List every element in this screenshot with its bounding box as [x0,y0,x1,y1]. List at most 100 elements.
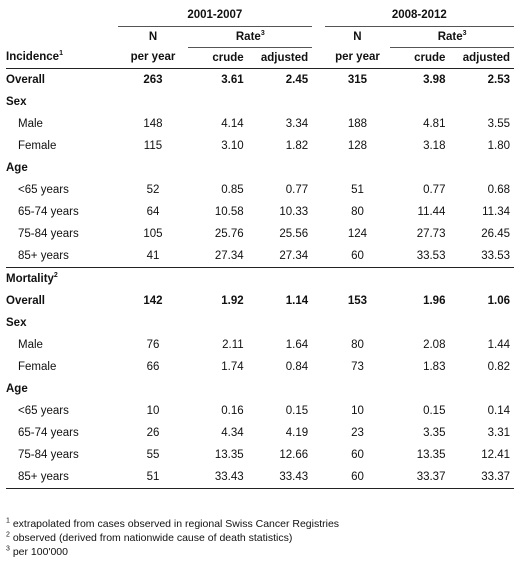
table-cell: 1.44 [487,338,510,351]
table-cell: 3.10 [221,139,244,152]
table-row: 85+ years 51 33.43 33.43 60 33.37 33.37 [6,465,514,489]
mortality-header-row: Mortality2 [6,266,514,290]
table-cell: 142 [143,294,163,307]
table-cell: 27.73 [416,227,446,240]
table-row: Male 148 4.14 3.34 188 4.81 3.55 [6,113,514,135]
table-cell: 11.44 [417,205,446,218]
table-cell: 4.34 [221,426,244,439]
table-cell: 25.76 [214,227,244,240]
crude-label-2: crude [390,47,450,69]
crude-label-1: crude [188,47,248,69]
table-cell: 148 [143,117,163,130]
table-cell: 3.34 [285,117,309,130]
incidence-overall-row: Overall 263 3.61 2.45 315 3.98 2.53 [6,68,514,91]
table-row: <65 years 52 0.85 0.77 51 0.77 0.68 [6,179,514,201]
table-cell: 33.37 [449,465,514,489]
table-cell: 73 [351,360,364,373]
table-cell: 1.74 [221,360,244,373]
table-cell: 2.08 [423,338,446,351]
table-cell: 1.80 [487,139,510,152]
table-cell: 41 [117,244,189,268]
row-label: Sex [6,316,27,329]
table-cell: 1.96 [423,294,446,307]
table-row: 75-84 years 55 13.35 12.66 60 13.35 12.41 [6,444,514,466]
table-cell: 13.35 [214,448,244,461]
table-row: Female 66 1.74 0.84 73 1.83 0.82 [6,356,514,378]
table-cell: 4.19 [285,426,309,439]
table-cell: 2.11 [222,338,244,351]
table-row: 65-74 years 26 4.34 4.19 23 3.35 3.31 [6,422,514,444]
table-cell: 27.34 [188,244,248,268]
table-cell: 51 [117,465,189,489]
mortality-overall-row: Overall 142 1.92 1.14 153 1.96 1.06 [6,290,514,312]
period-1-title: 2001-2007 [117,4,313,27]
table-cell: 60 [351,448,364,461]
table-cell: 1.83 [423,360,446,373]
table-row: 65-74 years 64 10.58 10.33 80 11.44 11.34 [6,201,514,223]
mortality-age-header: Age [6,378,514,400]
table-cell: 0.85 [221,183,244,196]
table-row: Male 76 2.11 1.64 80 2.08 1.44 [6,334,514,356]
table-cell: 1.82 [285,139,309,152]
table-cell: 25.56 [279,227,309,240]
table-cell: 0.15 [423,404,446,417]
table-cell: 33.43 [188,465,248,489]
row-label: Male [18,117,43,130]
table-cell: 80 [351,205,364,218]
table-cell: 10.33 [279,205,309,218]
table-cell: 3.31 [487,426,510,439]
table-cell: 105 [143,227,163,240]
table-cell: 1.64 [285,338,309,351]
table-cell: 55 [146,448,160,461]
table-cell: 3.55 [487,117,510,130]
table-cell: 0.16 [221,404,244,417]
table-cell: 188 [347,117,368,130]
table-cell: 4.81 [423,117,446,130]
footnote-2: 2 observed (derived from nationwide caus… [6,531,293,545]
row-label: Age [6,161,28,174]
table-cell: 23 [351,426,364,439]
per-year-label-1: per year [117,47,189,69]
table-cell: 26 [146,426,160,439]
incidence-age-header: Age [6,157,514,179]
table-row: 75-84 years 105 25.76 25.56 124 27.73 26.45 [6,223,514,245]
period-2-title: 2008-2012 [324,4,514,27]
table-cell: 12.66 [279,448,309,461]
period-header-row: 2001-2007 2008-2012 [6,4,514,27]
table-cell: 124 [347,227,368,240]
table-cell: 33.53 [449,244,514,268]
row-label: Male [18,338,43,351]
table-cell: 263 [143,73,163,86]
table-cell: 0.77 [285,183,309,196]
row-label: Sex [6,95,27,108]
table-cell: 52 [146,183,160,196]
table-cell: 66 [146,360,160,373]
incidence-label: Incidence1 [6,47,118,69]
mortality-label: Mortality2 [6,266,118,290]
table-cell: 1.06 [487,294,510,307]
row-label: Age [6,382,28,395]
table-cell: 1.14 [285,294,309,307]
table-cell: 76 [146,338,160,351]
adjusted-label-1: adjusted [247,47,313,69]
footnote-1: 1 extrapolated from cases observed in re… [6,517,340,531]
row-label: <65 years [18,404,69,417]
header-row-2: Incidence1 per year crude adjusted per y… [6,47,514,69]
footnote-3: 3 per 100'000 [6,545,68,559]
header-row-1: N Rate3 N Rate3 [6,26,514,48]
n-label-1: N [148,30,158,43]
table-cell: 2.53 [487,73,510,86]
table-cell: 10.58 [214,205,244,218]
n-label-2: N [353,30,362,43]
table-cell: 0.84 [285,360,309,373]
row-label: Overall [6,73,45,86]
row-label: 85+ years [6,244,118,268]
table-cell: 3.35 [423,426,446,439]
table-cell: 13.35 [416,448,446,461]
table-cell: 3.18 [423,139,446,152]
table-cell: 27.34 [247,244,313,268]
row-label: 65-74 years [18,205,79,218]
footnotes: 1 extrapolated from cases observed in re… [6,517,339,559]
row-label: <65 years [18,183,69,196]
row-label: 85+ years [6,465,118,489]
